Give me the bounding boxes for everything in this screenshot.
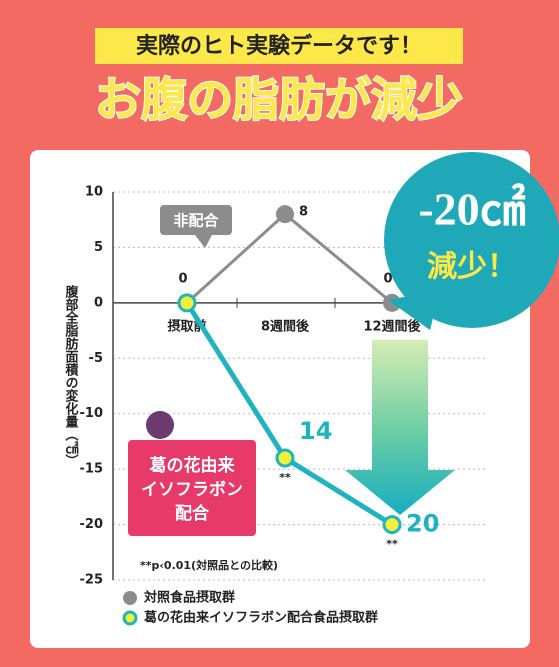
x-tick-label: 8週間後	[261, 318, 310, 334]
y-axis-label: 腹部全脂肪面積の変化量（㎠）	[63, 284, 80, 467]
data-label: 14	[299, 417, 332, 445]
marker	[382, 515, 402, 535]
legend-marker	[123, 591, 137, 605]
y-tick-label: -5	[89, 351, 103, 366]
bubble-text: 減少！	[427, 250, 517, 285]
badge-box	[128, 440, 256, 536]
x-tick-label: 12週間後	[363, 318, 421, 334]
data-label: 8	[299, 205, 308, 220]
badge-line: イソフラボン	[141, 480, 243, 500]
y-tick-label: 0	[94, 295, 103, 310]
bubble	[384, 152, 559, 328]
y-tick-label: 10	[85, 185, 103, 200]
data-label: 20	[406, 510, 439, 538]
flower-decor	[146, 411, 174, 439]
y-tick-label: 5	[94, 240, 103, 255]
arrow	[345, 340, 455, 515]
y-tick-label: -15	[80, 462, 104, 477]
callout-box	[160, 205, 232, 235]
marker	[383, 293, 401, 312]
banner: 実際のヒト実験データです！	[136, 33, 422, 59]
banner-box	[95, 28, 463, 64]
y-tick-label: -25	[80, 573, 104, 588]
y-tick-label: -20	[80, 517, 104, 532]
legend-label: 対照食品摂取群	[143, 590, 235, 606]
bubble-amount: -20㎠	[418, 184, 525, 235]
legend-label: 葛の花由来イソフラボン配合食品摂取群	[143, 610, 378, 626]
y-tick-label: -10	[80, 406, 104, 421]
marker	[177, 293, 197, 313]
note: **p‹0.01(対照品との比較)	[140, 558, 278, 572]
legend-marker	[122, 610, 138, 626]
data-label: 0	[383, 271, 392, 286]
badge-line: 配合	[175, 503, 210, 524]
badge-line: 葛の花由来	[149, 455, 236, 476]
significance: **	[386, 538, 398, 551]
headline: お腹の脂肪が減少	[95, 73, 463, 127]
marker	[275, 448, 295, 468]
data-label: 0	[178, 271, 187, 286]
significance: **	[279, 471, 291, 484]
callout: 非配合	[173, 212, 219, 230]
callout-tail	[195, 235, 212, 248]
marker	[276, 205, 294, 224]
